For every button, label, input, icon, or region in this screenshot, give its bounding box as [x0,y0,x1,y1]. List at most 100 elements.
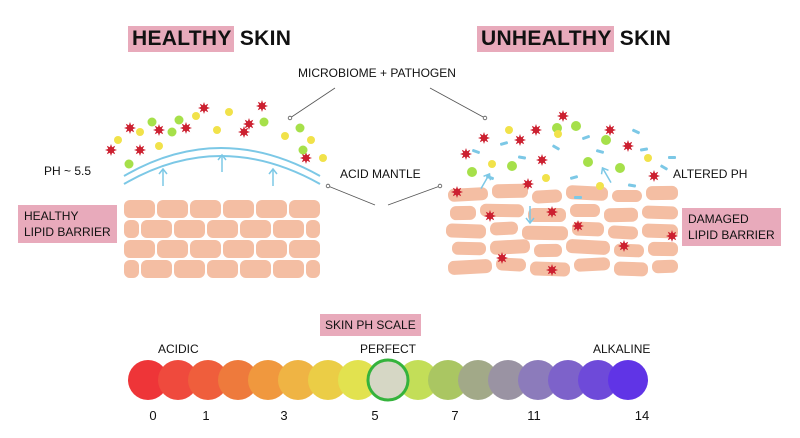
ph-circle [428,360,468,400]
damaged-lipid-line1: DAMAGED [688,212,749,226]
lipid-brick [531,189,563,204]
microbe-icon [225,108,233,116]
pathogen-icon [648,170,660,182]
ph-circle [488,360,528,400]
ph-circle [398,360,438,400]
ph-number: 0 [149,408,157,423]
microbe-icon [298,145,308,155]
microbe-icon [554,130,562,138]
pathogen-icon [530,124,542,136]
arrow-icon [598,165,616,186]
microbe-icon [319,154,327,162]
pointer-lines [287,87,488,206]
lipid-brick [613,243,645,258]
ph-circle [548,360,588,400]
healthy-lipid-barrier [124,200,320,278]
unhealthy-skin-title: UNHEALTHY SKIN [477,26,671,52]
lipid-brick [613,261,649,277]
lipid-brick [207,220,238,238]
pathogen-icon [546,206,558,218]
pathogen-icon [105,144,117,156]
lipid-brick [174,260,205,278]
lipid-brick [190,240,221,258]
microbe-icon [601,135,611,145]
microbe-icon [174,115,184,125]
lipid-brick [157,240,188,258]
pathogen-icon [557,110,569,122]
microbe-icon [295,123,305,133]
microbe-icon [542,174,550,182]
pathogen-icon [300,152,312,164]
lipid-brick [141,220,172,238]
skin-ph-scale-title: SKIN PH SCALE [320,314,421,336]
mantle-fragment [627,183,637,188]
lipid-brick [289,200,320,218]
ph-scale-circles [128,358,648,402]
pathogen-icon [134,144,146,156]
lipid-brick [528,208,566,222]
pathogen-icon [124,122,136,134]
lipid-brick [645,185,679,201]
perfect-label: PERFECT [360,342,417,356]
ph-circle [218,360,258,400]
microbe-icon [155,142,163,150]
mantle-fragment [582,135,590,140]
pathogen-icon [618,240,630,252]
ph-number: 3 [280,408,288,423]
mantle-fragment [595,149,605,154]
acidic-label: ACIDIC [158,342,199,356]
healthy-title-highlight: HEALTHY [128,26,234,52]
microbe-icon [596,182,604,190]
pathogen-icon [198,102,210,114]
ph-number: 1 [202,408,210,423]
damaged-lipid-line2: LIPID BARRIER [688,228,775,242]
ph-number: 11 [527,408,541,423]
lipid-brick [190,200,221,218]
lipid-brick [256,200,287,218]
healthy-lipid-line1: HEALTHY [24,209,79,223]
microbe-icon [259,117,269,127]
pathogen-icon [604,124,616,136]
pathogen-icon [451,186,463,198]
microbe-icon [124,159,134,169]
microbe-icon [307,136,315,144]
ph-circle [278,360,318,400]
ph-circle [128,360,168,400]
microbe-icon [467,167,477,177]
microbe-icon [213,126,221,134]
microbe-icon [615,163,625,173]
pathogen-icon [238,126,250,138]
lipid-brick [273,260,304,278]
healthy-lipid-line2: LIPID BARRIER [24,225,111,239]
pathogen-icon [484,210,496,222]
lipid-brick [273,220,304,238]
lipid-brick [570,204,600,217]
mantle-fragment [668,156,676,159]
mantle-fragment [569,175,579,180]
lipid-brick [495,257,527,272]
microbe-icon [507,161,517,171]
microbe-icon [583,157,593,167]
ph-number: 7 [451,408,459,423]
pathogen-icon [572,220,584,232]
lipid-brick [451,241,487,256]
lipid-brick [491,183,529,199]
lipid-brick [489,221,519,236]
lipid-brick [256,240,287,258]
pathogen-icon [622,140,634,152]
lipid-brick [565,239,611,255]
mantle-fragment [639,147,649,152]
microbe-icon [136,128,144,136]
lipid-brick [306,220,320,238]
lipid-brick [641,205,679,220]
ph-circle [248,360,288,400]
pathogen-icon [460,148,472,160]
microbe-icon [488,160,496,168]
microbe-icon [167,127,177,137]
mantle-fragment [517,155,527,160]
microbe-icon [147,117,157,127]
lipid-brick [306,260,320,278]
ph-circle [308,360,348,400]
lipid-brick [445,223,487,239]
